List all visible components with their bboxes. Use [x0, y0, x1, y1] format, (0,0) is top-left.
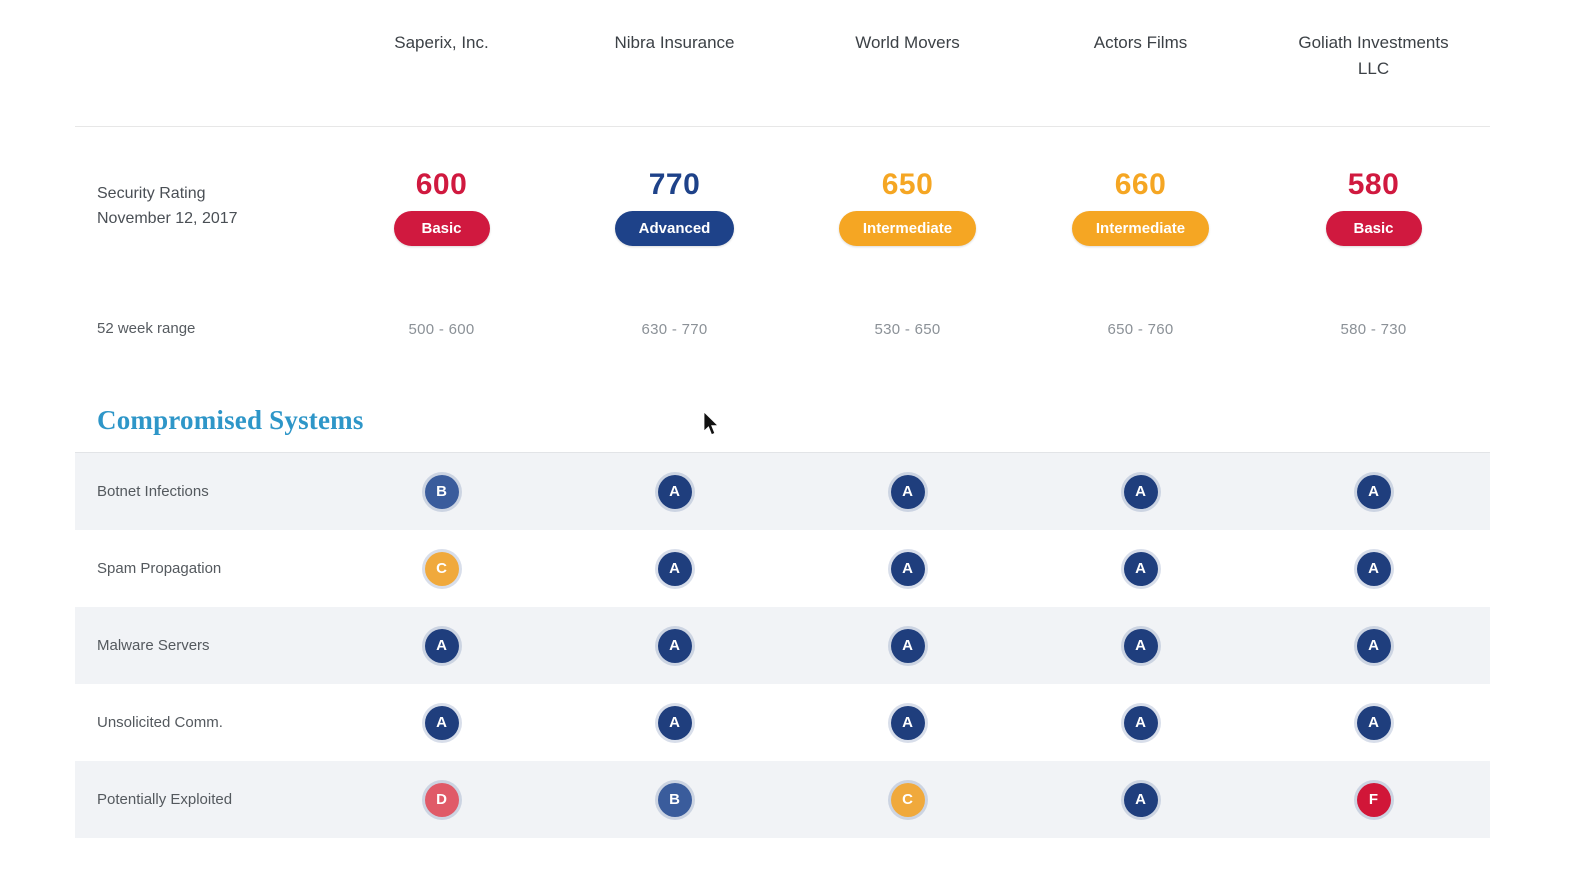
row-label: Unsolicited Comm.: [97, 713, 223, 731]
grade-badge: A: [1356, 474, 1391, 509]
week-range-label: 52 week range: [97, 320, 196, 338]
grade-cell: F: [1257, 782, 1490, 817]
grade-cell: A: [791, 628, 1024, 663]
company-header-saperix: Saperix, Inc.: [394, 33, 489, 52]
rating-cell-nibra: 770 Advanced: [558, 168, 791, 246]
table-row-potentially-exploited: Potentially Exploited D B C A F: [75, 761, 1490, 838]
company-header-actors: Actors Films: [1093, 33, 1188, 52]
grade-badge: A: [1356, 705, 1391, 740]
grade-badge: A: [890, 628, 925, 663]
grade-cell: A: [558, 628, 791, 663]
week-range-world: 530 - 650: [874, 320, 941, 338]
security-rating-row: Security Rating November 12, 2017 600 Ba…: [75, 127, 1490, 287]
grade-cell: B: [325, 474, 558, 509]
grade-cell: D: [325, 782, 558, 817]
rating-score: 580: [1347, 168, 1400, 201]
grade-badge: A: [1356, 551, 1391, 586]
grade-badge: A: [424, 705, 459, 740]
grade-badge: A: [1123, 628, 1158, 663]
grade-badge: A: [657, 551, 692, 586]
grade-badge: A: [1123, 705, 1158, 740]
grade-cell: C: [325, 551, 558, 586]
grade-badge: B: [657, 782, 692, 817]
grade-cell: A: [558, 474, 791, 509]
grade-cell: A: [558, 705, 791, 740]
grade-badge: A: [890, 705, 925, 740]
grade-cell: A: [1257, 474, 1490, 509]
compromised-systems-table: Botnet Infections B A A A A Spam Propaga…: [75, 452, 1490, 838]
row-label: Spam Propagation: [97, 559, 222, 577]
security-rating-label-line1: Security Rating: [97, 185, 206, 203]
week-range-actors: 650 - 760: [1107, 320, 1174, 338]
row-label: Potentially Exploited: [97, 790, 233, 808]
grade-badge: A: [1123, 782, 1158, 817]
grade-cell: B: [558, 782, 791, 817]
grade-cell: A: [791, 551, 1024, 586]
company-header-world: World Movers: [855, 33, 960, 52]
week-range-goliath: 580 - 730: [1340, 320, 1407, 338]
grade-cell: A: [1024, 474, 1257, 509]
rating-tier-pill: Basic: [1325, 211, 1422, 246]
week-range-saperix: 500 - 600: [408, 320, 475, 338]
grade-cell: A: [325, 628, 558, 663]
grade-badge: A: [890, 474, 925, 509]
rating-cell-saperix: 600 Basic: [325, 168, 558, 246]
table-row-malware-servers: Malware Servers A A A A A: [75, 607, 1490, 684]
grade-cell: A: [1024, 782, 1257, 817]
grade-badge: A: [657, 474, 692, 509]
rating-tier-pill: Intermediate: [1071, 211, 1210, 246]
rating-tier-pill: Basic: [393, 211, 490, 246]
grade-cell: A: [791, 474, 1024, 509]
security-rating-label-line2: November 12, 2017: [97, 210, 238, 227]
rating-cell-actors: 660 Intermediate: [1024, 168, 1257, 246]
row-label: Malware Servers: [97, 636, 210, 654]
rating-cell-world: 650 Intermediate: [791, 168, 1024, 246]
grade-badge: C: [424, 551, 459, 586]
security-rating-label: Security Rating November 12, 2017: [75, 182, 325, 232]
grade-cell: A: [1024, 551, 1257, 586]
grade-cell: A: [1024, 628, 1257, 663]
rating-score: 650: [881, 168, 934, 201]
grade-badge: A: [657, 628, 692, 663]
security-comparison-report: Saperix, Inc. Nibra Insurance World Move…: [75, 0, 1490, 838]
grade-badge: D: [424, 782, 459, 817]
grade-badge: A: [657, 705, 692, 740]
week-range-row: 52 week range 500 - 600 630 - 770 530 - …: [75, 287, 1490, 371]
rating-score: 770: [648, 168, 701, 201]
table-row-botnet-infections: Botnet Infections B A A A A: [75, 453, 1490, 530]
rating-tier-pill: Intermediate: [838, 211, 977, 246]
week-range-nibra: 630 - 770: [641, 320, 708, 338]
grade-badge: C: [890, 782, 925, 817]
compromised-systems-title: Compromised Systems: [97, 405, 364, 435]
grade-badge: A: [1123, 551, 1158, 586]
row-label: Botnet Infections: [97, 482, 209, 500]
table-row-unsolicited-comm: Unsolicited Comm. A A A A A: [75, 684, 1490, 761]
company-header-goliath: Goliath Investments LLC: [1298, 33, 1449, 79]
company-header-row: Saperix, Inc. Nibra Insurance World Move…: [75, 0, 1490, 126]
grade-cell: A: [325, 705, 558, 740]
grade-badge: A: [424, 628, 459, 663]
grade-badge: A: [890, 551, 925, 586]
grade-cell: A: [1257, 628, 1490, 663]
rating-tier-pill: Advanced: [614, 211, 735, 246]
grade-badge: F: [1356, 782, 1391, 817]
table-row-spam-propagation: Spam Propagation C A A A A: [75, 530, 1490, 607]
grade-cell: A: [1257, 551, 1490, 586]
company-header-nibra: Nibra Insurance: [614, 33, 735, 52]
grade-cell: A: [1024, 705, 1257, 740]
header-divider: [75, 126, 1490, 127]
rating-score: 600: [415, 168, 468, 201]
grade-badge: A: [1356, 628, 1391, 663]
grade-cell: A: [558, 551, 791, 586]
grade-badge: A: [1123, 474, 1158, 509]
grade-cell: A: [1257, 705, 1490, 740]
grade-cell: A: [791, 705, 1024, 740]
grade-badge: B: [424, 474, 459, 509]
rating-cell-goliath: 580 Basic: [1257, 168, 1490, 246]
rating-score: 660: [1114, 168, 1167, 201]
grade-cell: C: [791, 782, 1024, 817]
